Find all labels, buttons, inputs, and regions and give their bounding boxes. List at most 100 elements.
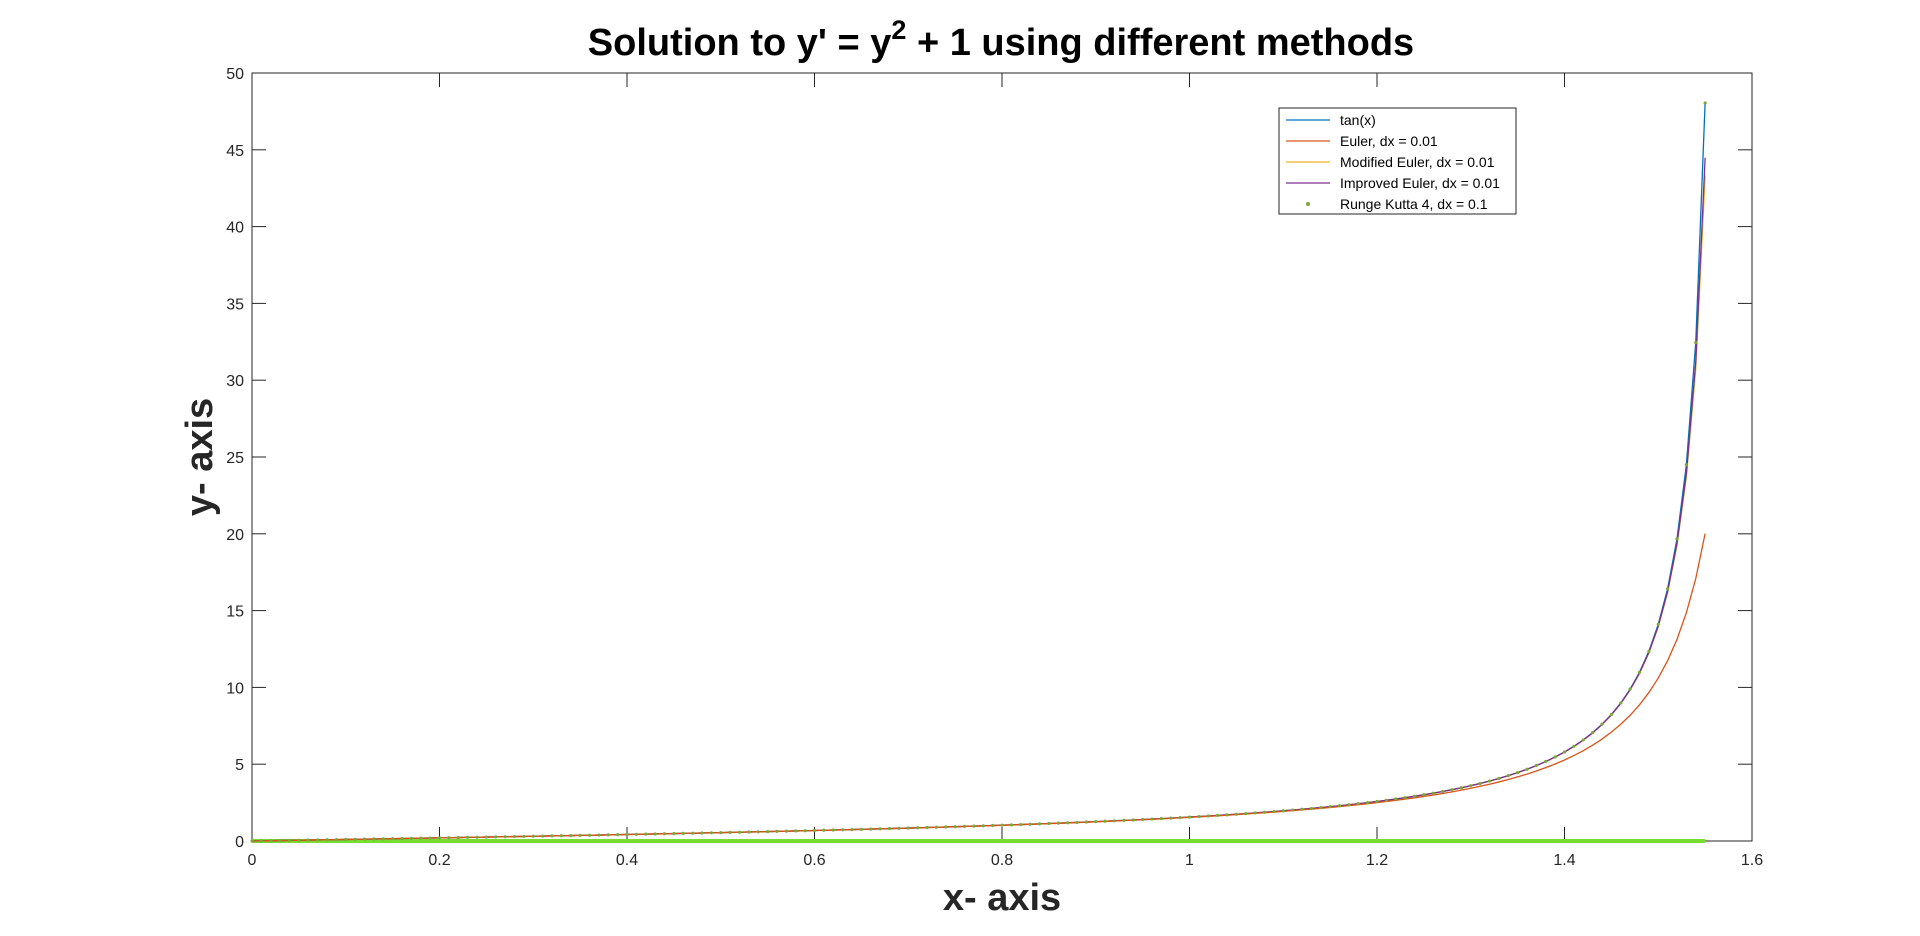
rk4-point [1094,820,1098,824]
rk4-point [1216,813,1220,818]
rk4-point [709,831,713,835]
rk4-point [1159,816,1163,821]
rk4-point [391,837,395,841]
legend-entry: Euler, dx = 0.01 [1286,133,1438,149]
rk4-point [681,831,685,835]
rk4-point [728,830,732,835]
rk4-point [503,835,507,839]
y-tick-label: 0 [235,834,244,851]
rk4-point [878,827,882,831]
rk4-point [634,832,638,836]
rk4-point [906,826,910,830]
rk4-point [541,834,545,838]
rk4-point [1684,463,1688,467]
rk4-point [1122,818,1126,823]
rk4-point [653,832,657,836]
rk4-point [822,828,826,832]
y-tick-label: 35 [226,296,244,313]
rk4-point [353,837,357,841]
rk4-point [1441,789,1445,794]
rk4-point [803,829,807,833]
rk4-point [953,825,957,829]
x-tick-label: 0 [248,852,257,869]
rk4-point [1262,810,1267,814]
rk4-point [522,834,526,839]
legend-label: Euler, dx = 0.01 [1340,133,1438,149]
rk4-point [1131,818,1135,822]
rk4-point [1300,807,1304,811]
rk4-point [1319,805,1323,810]
rk4-point [512,834,517,839]
rk4-point [278,838,282,843]
rk4-point [606,833,610,837]
rk4-point [869,827,873,831]
rk4-point [578,833,582,837]
rk4-point [1225,813,1229,817]
rk4-point [944,825,948,829]
y-tick-label: 10 [226,680,244,697]
rk4-point [672,831,676,836]
rk4-point [1328,805,1332,809]
y-tick-label: 20 [226,527,244,544]
legend-label: tan(x) [1340,112,1376,128]
rk4-point [306,838,310,842]
y-axis-label: y- axis [179,398,221,516]
rk4-point [1600,722,1604,726]
rk4-point [1347,803,1351,807]
rk4-point [1506,774,1510,778]
rk4-point [428,836,432,840]
rk4-point [287,838,292,842]
y-tick-label: 45 [226,143,244,160]
rk4-point [1666,587,1670,591]
y-tick-label: 40 [226,220,244,237]
rk4-point [1544,759,1548,764]
rk4-point [737,830,742,834]
rk4-point [1694,340,1698,345]
rk4-point [1384,798,1388,802]
rk4-point [747,830,751,834]
rk4-point [616,833,620,837]
rk4-point [587,833,592,837]
rk4-point [1178,815,1182,820]
rk4-point [897,826,901,830]
rk4-point [1656,622,1660,627]
chart-title-superscript: 2 [891,15,906,45]
chart-title: Solution to y' = y2 + 1 using different … [588,15,1414,64]
rk4-point [1431,791,1435,795]
legend-entry: Runge Kutta 4, dx = 0.1 [1306,196,1488,212]
rk4-point [1450,788,1454,792]
rk4-point [1281,809,1285,813]
legend-entry: Modified Euler, dx = 0.01 [1286,154,1495,170]
rk4-point [1084,820,1088,824]
rk4-point [1422,793,1426,797]
rk4-point [719,831,723,835]
rk4-point [297,838,301,842]
rk4-point [362,837,367,841]
rk4-point [1572,744,1576,748]
rk4-point [1553,755,1557,759]
rk4-point [1234,812,1238,816]
x-tick-label: 0.4 [616,852,638,869]
rk4-point [1497,776,1501,781]
series-markers-rk4 [250,101,1707,843]
legend-label: Runge Kutta 4, dx = 0.1 [1340,196,1488,212]
rk4-point [259,839,263,843]
x-tick-label: 1.6 [1741,852,1763,869]
rk4-point [334,838,338,842]
rk4-point [1272,809,1276,814]
rk4-point [475,835,479,839]
rk4-point [812,828,817,833]
rk4-point [831,828,835,832]
rk4-point [1291,808,1295,812]
rk4-point [447,836,451,840]
rk4-point [1009,823,1013,827]
rk4-point [1056,821,1060,825]
rk4-point [372,837,376,841]
rk4-point [437,836,442,840]
rk4-point [269,839,273,843]
rk4-point [991,823,995,828]
rk4-point [569,833,573,838]
rk4-point [981,824,985,828]
rk4-point [756,830,760,834]
rk4-point [597,833,601,837]
